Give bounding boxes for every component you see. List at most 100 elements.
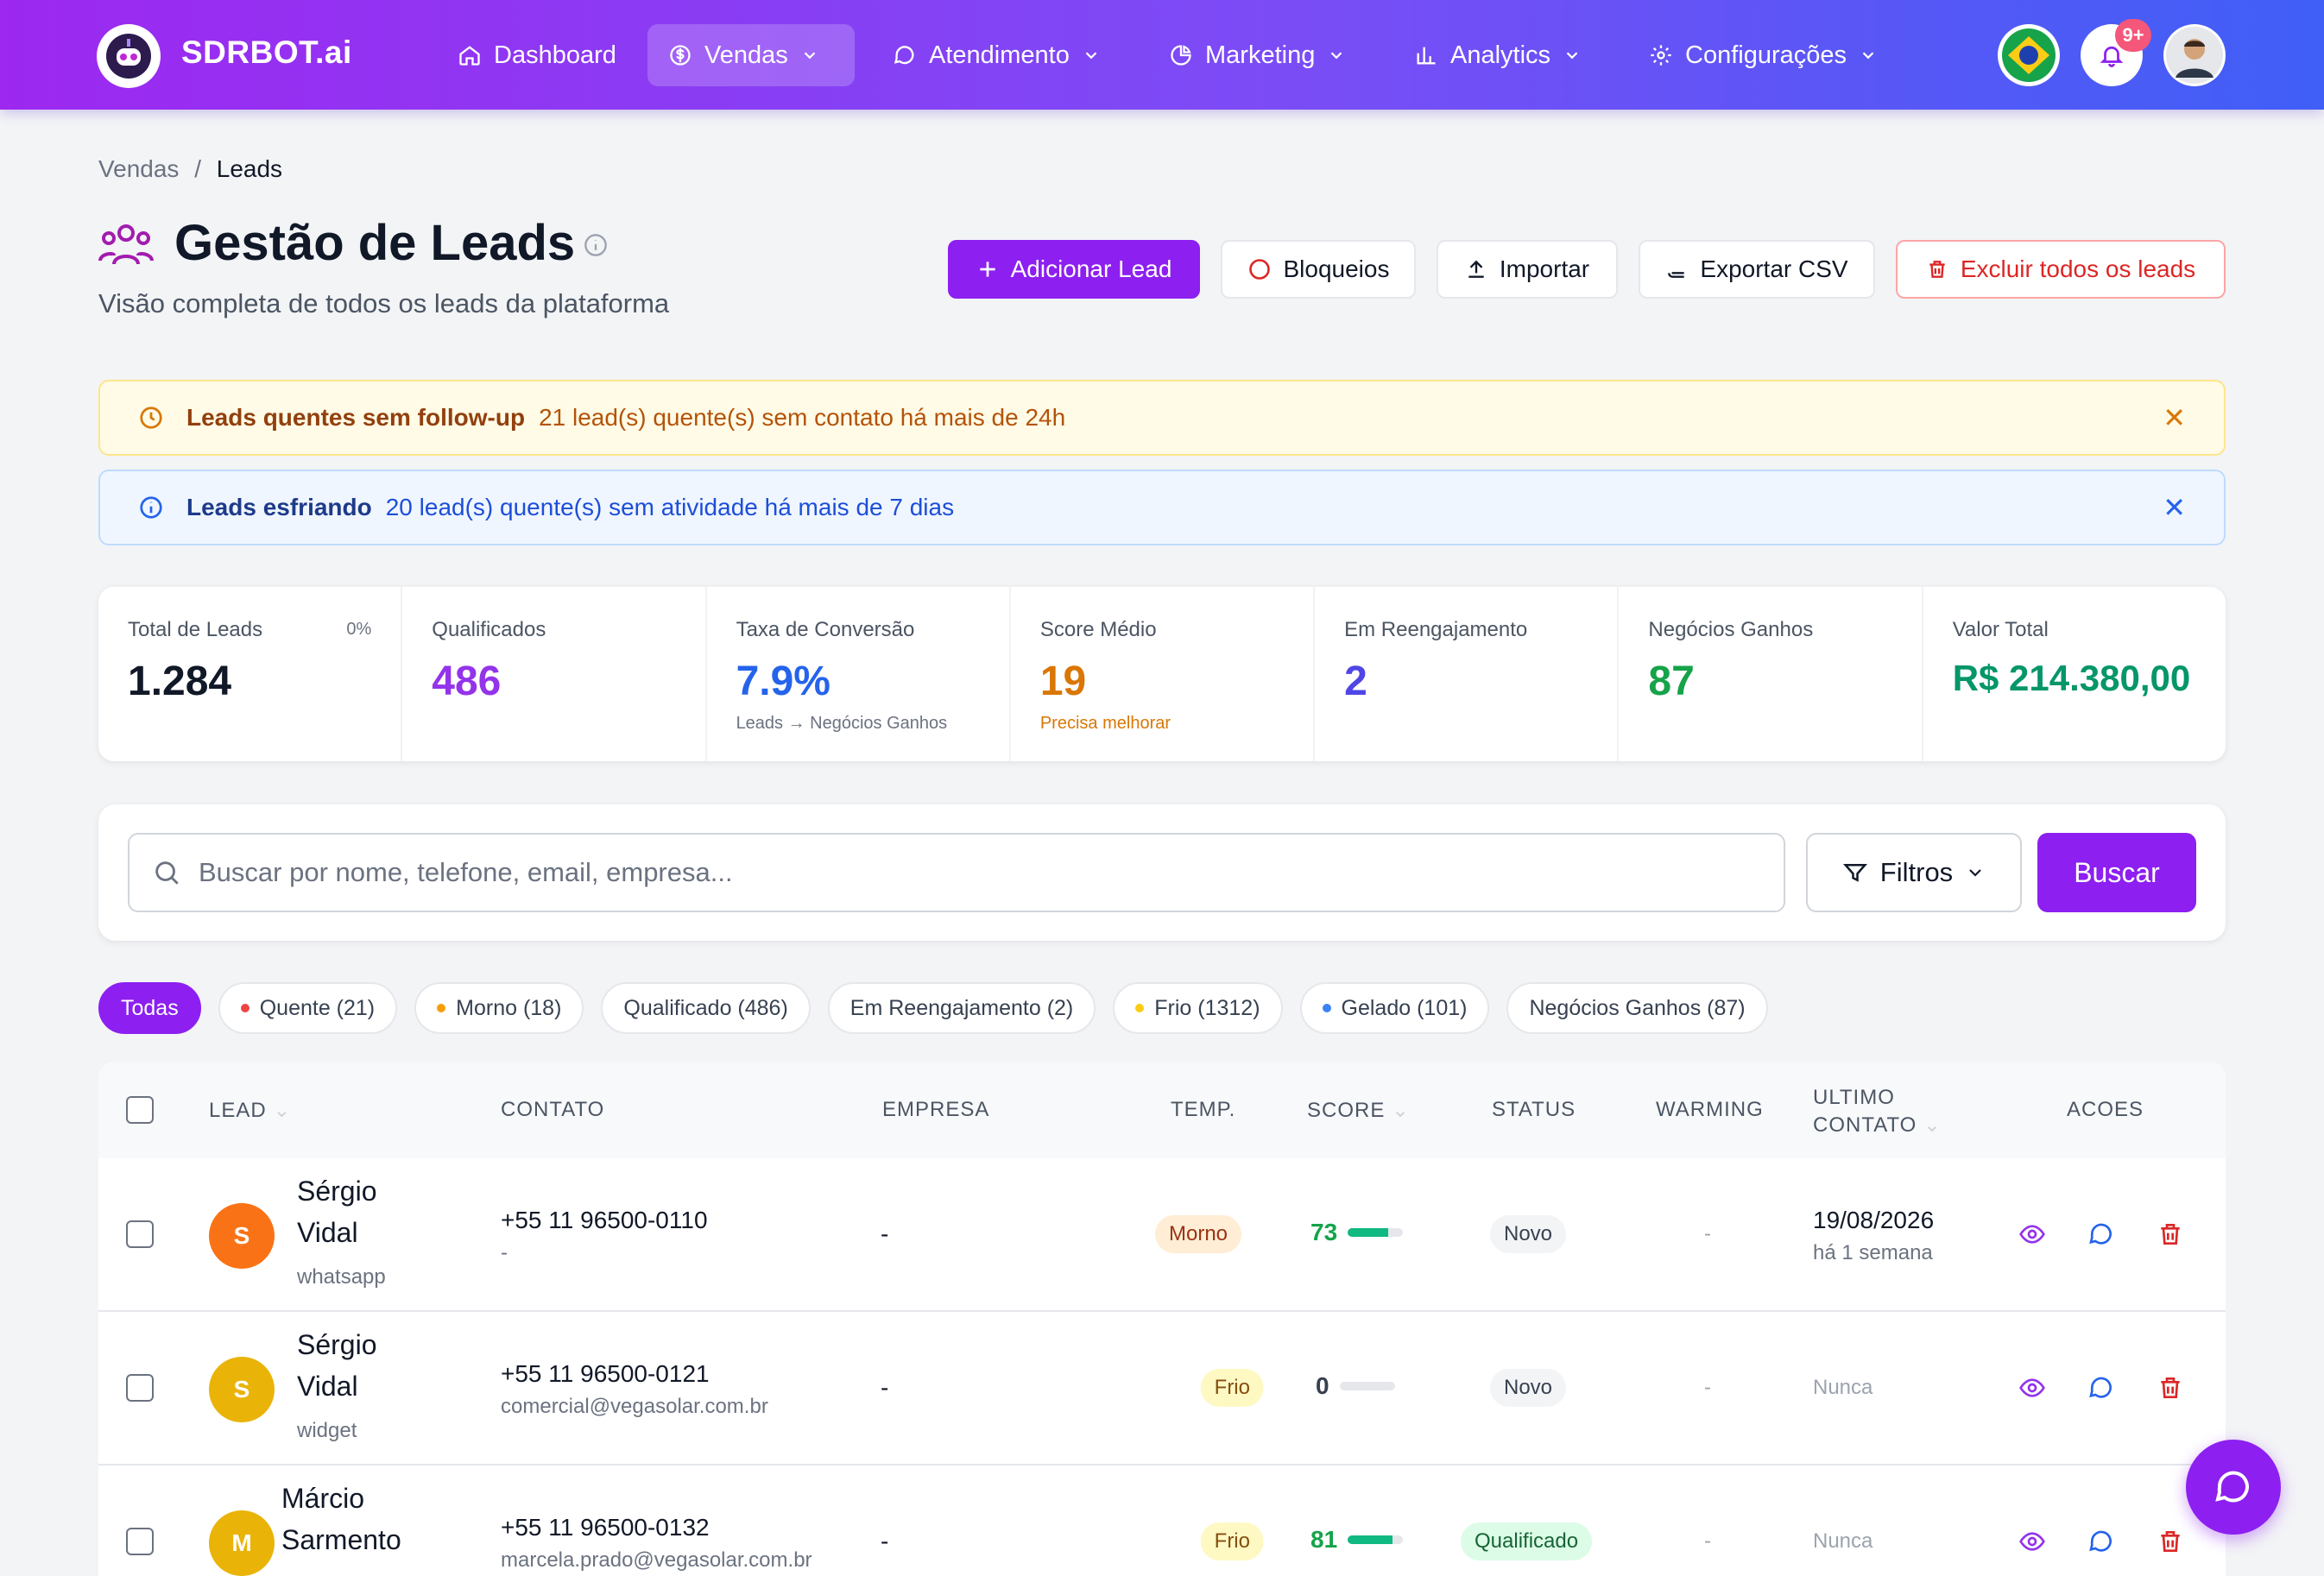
chip-label: Morno (18): [456, 995, 562, 1020]
status-badge: Novo: [1490, 1215, 1567, 1253]
robot-logo-icon[interactable]: [97, 24, 161, 88]
lead-email: marcela.prado@vegasolar.com.br: [501, 1548, 812, 1572]
brand-name[interactable]: SDRBOT.ai: [181, 35, 352, 70]
delete-all-leads-button[interactable]: Excluir todos os leads: [1896, 240, 2226, 299]
stat-value: 87: [1648, 659, 1695, 704]
search-field[interactable]: [128, 833, 1785, 912]
table-row[interactable]: S Sérgio Vidal whatsapp +55 11 96500-0110…: [98, 1158, 2226, 1312]
eye-icon[interactable]: [2018, 1220, 2046, 1248]
chip-label: Gelado (101): [1341, 995, 1468, 1020]
export-csv-button[interactable]: Exportar CSV: [1639, 240, 1875, 299]
trash-icon[interactable]: [2157, 1220, 2184, 1248]
column-header-status: STATUS: [1492, 1098, 1576, 1121]
chip-qualified[interactable]: Qualificado (486): [601, 982, 811, 1034]
eye-icon[interactable]: [2018, 1374, 2046, 1402]
lead-email: comercial@vegasolar.com.br: [501, 1395, 768, 1418]
trash-icon: [1929, 261, 1945, 278]
chip-hot[interactable]: Quente (21): [218, 982, 398, 1034]
alert-title: Leads quentes sem follow-up: [186, 404, 526, 431]
add-lead-button[interactable]: Adicionar Lead: [948, 240, 1200, 299]
chip-frozen[interactable]: Gelado (101): [1299, 982, 1490, 1034]
leads-table: LEAD ⌄ CONTATO EMPRESA TEMP. SCORE ⌄ STA…: [98, 1062, 2226, 1576]
gear-icon: [1651, 45, 1671, 66]
lead-last-name: Vidal: [297, 1217, 358, 1248]
chevron-down-icon: [1331, 52, 1342, 60]
alert-message: 20 lead(s) quente(s) sem atividade há ma…: [385, 494, 955, 520]
breadcrumb-parent[interactable]: Vendas: [98, 155, 180, 182]
page-subtitle: Visão completa de todos os leads da plat…: [98, 288, 670, 318]
import-label: Importar: [1499, 255, 1590, 282]
nav-label: Analytics: [1450, 41, 1551, 69]
lead-company: -: [881, 1220, 889, 1247]
upload-icon: [1468, 260, 1484, 278]
score-indicator: 81: [1310, 1526, 1404, 1554]
column-label: ULTIMO: [1813, 1086, 1895, 1109]
chat-icon[interactable]: [2087, 1220, 2115, 1248]
score-indicator: 0: [1316, 1372, 1395, 1400]
info-icon[interactable]: [584, 233, 608, 257]
import-button[interactable]: Importar: [1437, 240, 1618, 299]
chip-all[interactable]: Todas: [98, 982, 201, 1034]
chip-deals-won[interactable]: Negócios Ganhos (87): [1506, 982, 1768, 1034]
chip-label: Frio (1312): [1154, 995, 1260, 1020]
nav-analytics[interactable]: Analytics: [1393, 24, 1602, 86]
stat-value: R$ 214.380,00: [1952, 658, 2191, 698]
lead-first-name: Sérgio: [297, 1329, 377, 1360]
score-value: 73: [1310, 1219, 1338, 1245]
table-row[interactable]: S Sérgio Vidal widget +55 11 96500-0121 c…: [98, 1312, 2226, 1466]
status-badge: Qualificado: [1461, 1522, 1593, 1560]
lead-source: widget: [297, 1419, 357, 1442]
score-value: 81: [1310, 1526, 1338, 1553]
column-header-lead[interactable]: LEAD ⌄: [209, 1098, 291, 1123]
sort-icon: ⌄: [1392, 1099, 1411, 1122]
search-input[interactable]: [199, 857, 1752, 888]
close-icon[interactable]: ✕: [2163, 492, 2186, 523]
chat-icon[interactable]: [2087, 1528, 2115, 1555]
lead-name[interactable]: Sérgio Vidal: [297, 1324, 377, 1407]
nav-label: Atendimento: [929, 41, 1070, 69]
nav-atendimento[interactable]: Atendimento: [872, 24, 1121, 86]
row-checkbox[interactable]: [126, 1374, 154, 1402]
row-checkbox[interactable]: [126, 1528, 154, 1555]
close-icon[interactable]: ✕: [2163, 402, 2186, 433]
lead-name[interactable]: Sérgio Vidal: [297, 1170, 377, 1253]
floating-chat-button[interactable]: [2186, 1440, 2281, 1535]
language-selector[interactable]: [1998, 24, 2060, 86]
trash-icon[interactable]: [2157, 1528, 2184, 1555]
avatar: S: [209, 1203, 275, 1269]
user-avatar[interactable]: [2163, 24, 2226, 86]
chip-reengagement[interactable]: Em Reengajamento (2): [827, 982, 1096, 1034]
select-all-checkbox[interactable]: [126, 1096, 154, 1124]
column-header-actions: ACOES: [2067, 1098, 2144, 1121]
nav-configuracoes[interactable]: Configurações: [1628, 24, 1898, 86]
trash-icon[interactable]: [2157, 1374, 2184, 1402]
blocks-button[interactable]: Bloqueios: [1221, 240, 1416, 299]
nav-marketing[interactable]: Marketing: [1148, 24, 1367, 86]
table-header: LEAD ⌄ CONTATO EMPRESA TEMP. SCORE ⌄ STA…: [98, 1062, 2226, 1158]
column-header-last-contact[interactable]: ULTIMO CONTATO ⌄: [1813, 1084, 1942, 1139]
chip-warm[interactable]: Morno (18): [414, 982, 584, 1034]
table-row[interactable]: M Márcio Sarmento +55 11 96500-0132 marce…: [98, 1466, 2226, 1576]
score-bar: [1348, 1535, 1404, 1544]
stat-deals-won: Negócios Ganhos 87: [1619, 587, 1923, 761]
stat-delta: 0%: [346, 620, 372, 639]
search-button[interactable]: Buscar: [2037, 833, 2196, 912]
nav-label: Vendas: [704, 41, 788, 69]
column-label: SCORE: [1307, 1099, 1386, 1122]
nav-dashboard[interactable]: Dashboard: [437, 24, 637, 86]
stat-label: Negócios Ganhos: [1648, 618, 1814, 641]
nav-vendas[interactable]: Vendas: [647, 24, 855, 86]
column-header-score[interactable]: SCORE ⌄: [1307, 1098, 1410, 1123]
stat-conversion-rate: Taxa de Conversão 7.9% Leads → Negócios …: [707, 587, 1011, 761]
row-checkbox[interactable]: [126, 1220, 154, 1248]
chip-cold[interactable]: Frio (1312): [1113, 982, 1283, 1034]
column-header-company: EMPRESA: [882, 1098, 990, 1121]
search-card: Filtros Buscar: [98, 804, 2226, 941]
chat-icon[interactable]: [2087, 1374, 2115, 1402]
filters-button[interactable]: Filtros: [1806, 833, 2022, 912]
last-contact-date: Nunca: [1813, 1529, 1873, 1553]
avatar-icon: [2166, 27, 2223, 84]
sort-icon: ⌄: [1923, 1113, 1942, 1137]
lead-name[interactable]: Márcio Sarmento: [281, 1478, 401, 1560]
eye-icon[interactable]: [2018, 1528, 2046, 1555]
